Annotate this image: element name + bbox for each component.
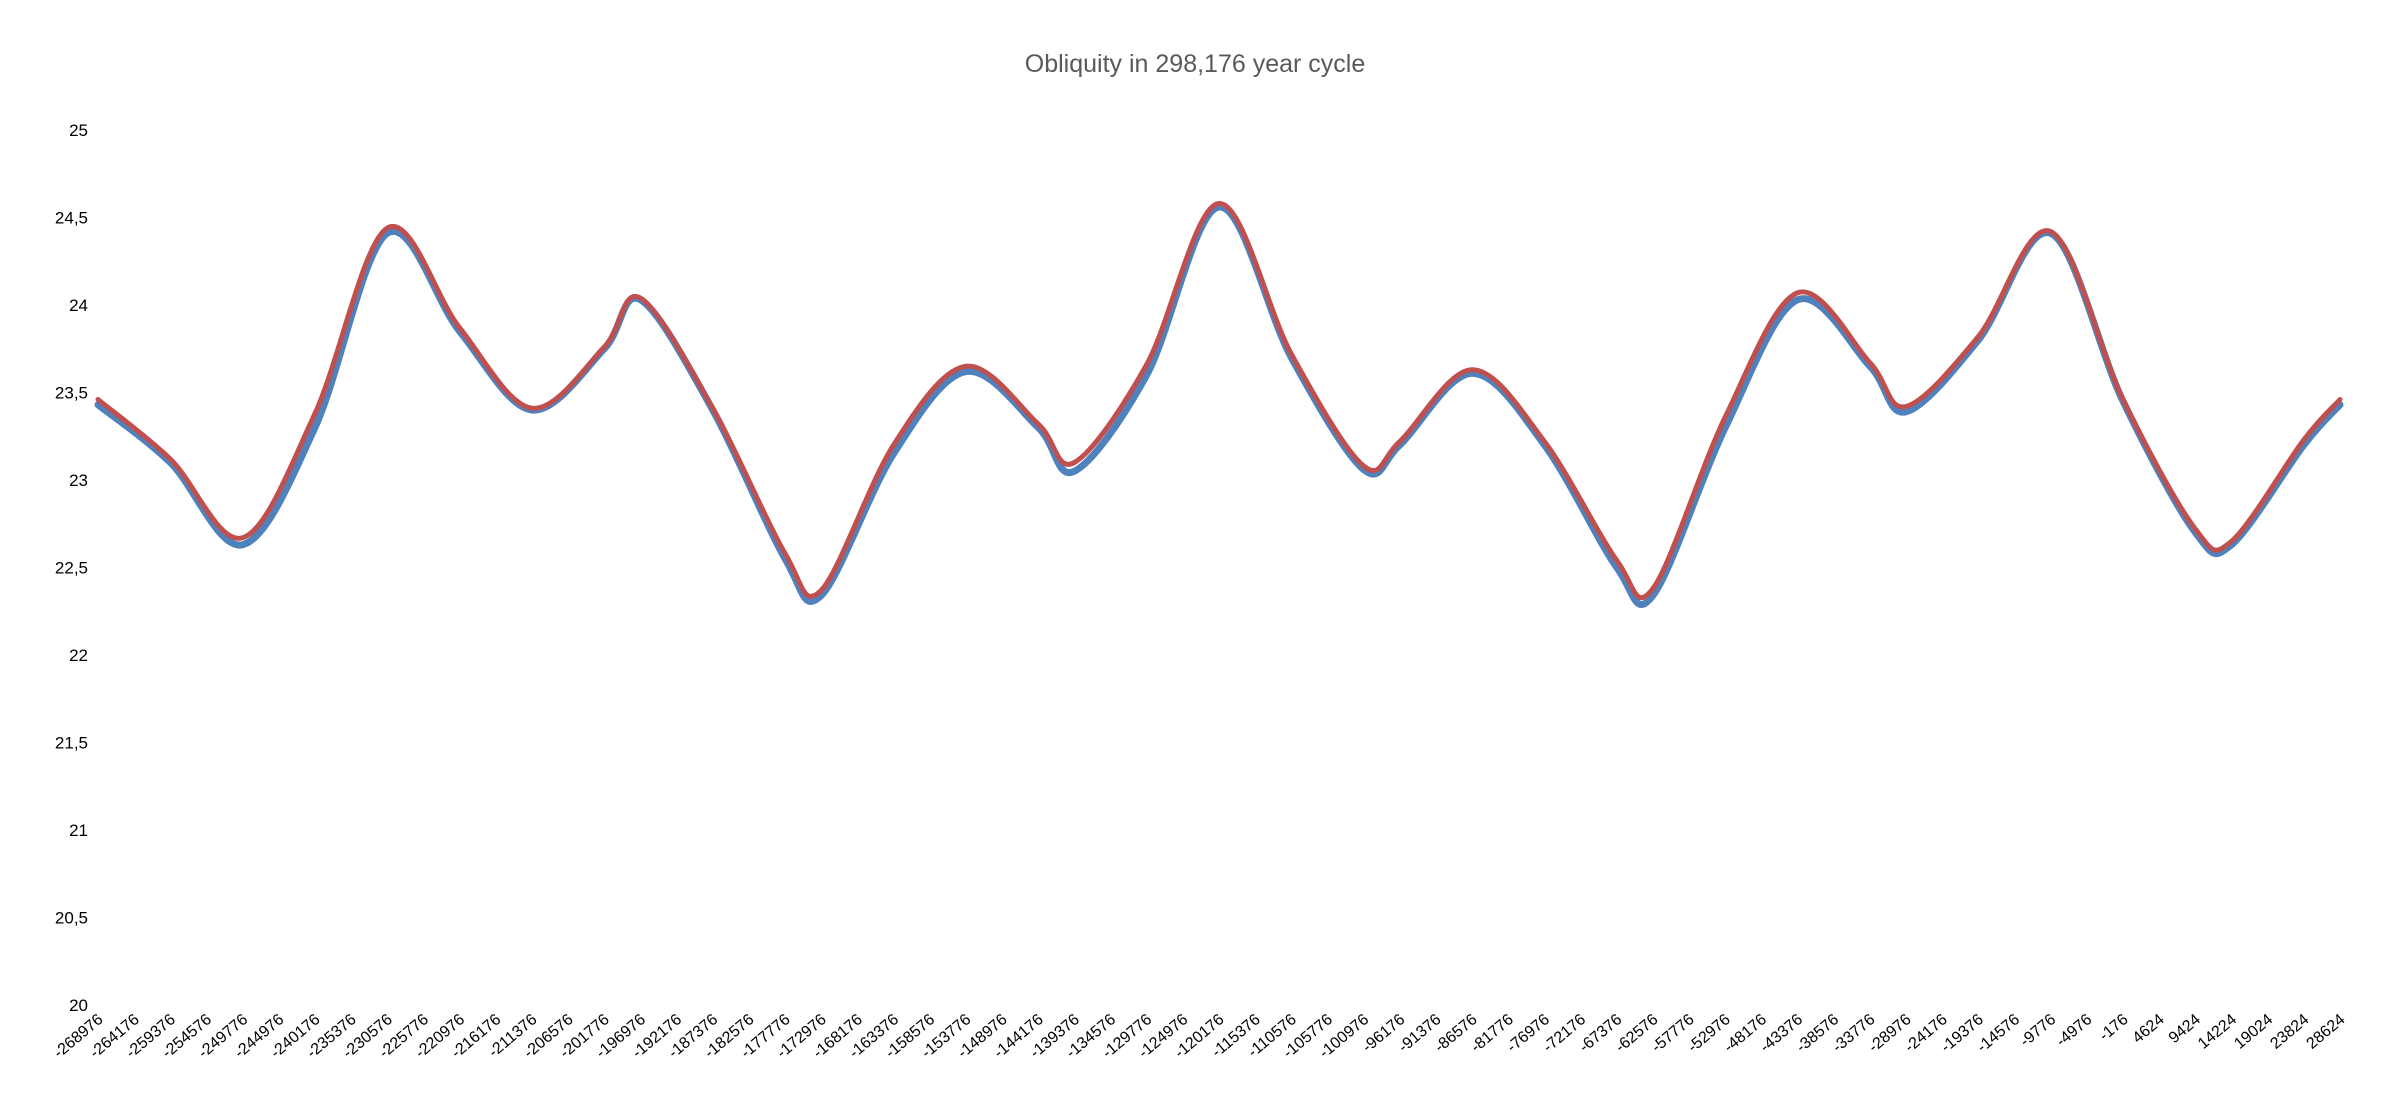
y-tick-label: 20,5 bbox=[55, 909, 88, 928]
y-tick-label: 23 bbox=[69, 471, 88, 490]
x-tick-label: 4624 bbox=[2130, 1011, 2168, 1047]
chart-title: Obliquity in 298,176 year cycle bbox=[1024, 50, 1366, 78]
y-tick-label: 20 bbox=[69, 996, 88, 1015]
y-tick-label: 22,5 bbox=[55, 559, 88, 578]
series-line-1 bbox=[94, 203, 2344, 608]
x-tick-label: -9776 bbox=[2017, 1011, 2059, 1050]
y-tick-label: 22 bbox=[69, 646, 88, 665]
x-axis-ticks: -268976-264176-259376-254576-249776-2449… bbox=[51, 1011, 2349, 1062]
x-tick-label: -176 bbox=[2096, 1011, 2132, 1045]
y-tick-label: 24,5 bbox=[55, 209, 88, 228]
x-tick-label: 23824 bbox=[2267, 1011, 2312, 1053]
x-tick-label: 14224 bbox=[2195, 1011, 2240, 1053]
y-axis-ticks: 20 20,5 21 21,5 22 22,5 23 23,5 24 24,5 25 bbox=[55, 121, 88, 1015]
y-tick-label: 21,5 bbox=[55, 734, 88, 753]
x-tick-label: 19024 bbox=[2231, 1011, 2276, 1053]
y-tick-label: 24 bbox=[69, 296, 88, 315]
x-tick-label: 28624 bbox=[2304, 1011, 2349, 1053]
y-tick-label: 23,5 bbox=[55, 384, 88, 403]
series-lines bbox=[94, 201, 2344, 608]
x-tick-label: -4976 bbox=[2053, 1011, 2095, 1050]
y-tick-label: 21 bbox=[69, 821, 88, 840]
y-tick-label: 25 bbox=[69, 121, 88, 140]
series-line-2 bbox=[95, 201, 2343, 601]
